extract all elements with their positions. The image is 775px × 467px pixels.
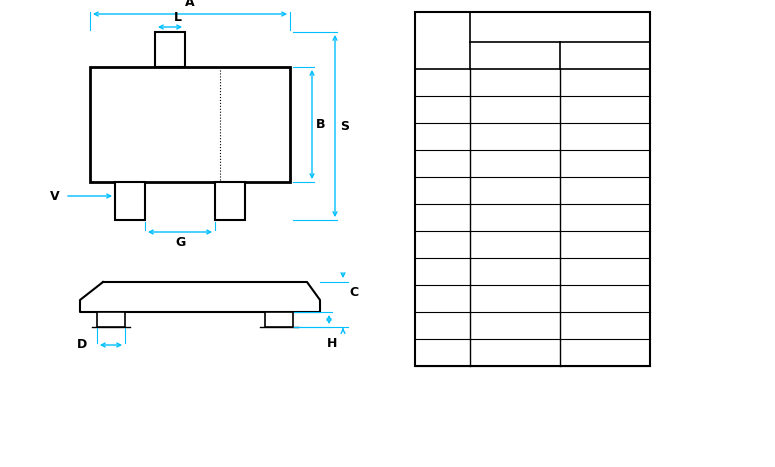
Text: 0.300: 0.300 bbox=[495, 265, 535, 278]
Text: 1.780: 1.780 bbox=[495, 184, 535, 197]
Text: 1.30: 1.30 bbox=[590, 130, 621, 143]
Text: 3.00: 3.00 bbox=[590, 319, 621, 332]
Text: 0.15: 0.15 bbox=[590, 211, 621, 224]
Text: D: D bbox=[437, 157, 448, 170]
Text: S: S bbox=[340, 120, 349, 133]
Text: 0.890: 0.890 bbox=[495, 292, 535, 305]
Text: L: L bbox=[174, 11, 182, 24]
Text: MILLIMETERS (mm): MILLIMETERS (mm) bbox=[496, 21, 624, 34]
Bar bbox=[90, 67, 290, 182]
Text: 2.04: 2.04 bbox=[590, 184, 621, 197]
Text: 0.010: 0.010 bbox=[495, 211, 535, 224]
Bar bbox=[215, 182, 245, 220]
Bar bbox=[97, 312, 125, 327]
Text: J: J bbox=[440, 238, 445, 251]
Text: V: V bbox=[438, 346, 447, 359]
Text: 1.02: 1.02 bbox=[590, 292, 621, 305]
Bar bbox=[155, 32, 185, 67]
Text: 0.085: 0.085 bbox=[495, 238, 535, 251]
Text: G: G bbox=[437, 184, 448, 197]
Text: 0.900: 0.900 bbox=[495, 130, 535, 143]
Text: A: A bbox=[438, 76, 447, 89]
Text: G: G bbox=[175, 236, 185, 249]
Text: L: L bbox=[439, 292, 446, 305]
Text: 3.00: 3.00 bbox=[590, 76, 621, 89]
Text: 2.800: 2.800 bbox=[495, 76, 535, 89]
Text: 1.70: 1.70 bbox=[590, 103, 621, 116]
Bar bbox=[265, 312, 293, 327]
Text: D: D bbox=[77, 339, 87, 352]
Text: B: B bbox=[438, 103, 447, 116]
Text: B: B bbox=[316, 118, 326, 131]
Text: MAX: MAX bbox=[589, 49, 621, 62]
Text: 0.450: 0.450 bbox=[495, 346, 535, 359]
Text: MIN: MIN bbox=[501, 49, 529, 62]
Text: K: K bbox=[438, 265, 447, 278]
Text: V: V bbox=[50, 190, 60, 203]
Text: 0.60: 0.60 bbox=[590, 346, 621, 359]
Bar bbox=[115, 182, 145, 220]
Text: H: H bbox=[327, 337, 337, 350]
Text: 1.200: 1.200 bbox=[495, 103, 535, 116]
Text: H: H bbox=[437, 211, 448, 224]
Text: S: S bbox=[438, 319, 447, 332]
Text: C: C bbox=[349, 285, 358, 298]
Bar bbox=[415, 12, 650, 366]
Text: C: C bbox=[438, 130, 447, 143]
Text: 0.350: 0.350 bbox=[495, 157, 535, 170]
Text: A: A bbox=[185, 0, 195, 9]
Text: DIM: DIM bbox=[429, 34, 456, 47]
Text: 2.100: 2.100 bbox=[495, 319, 535, 332]
Text: 0.20: 0.20 bbox=[590, 238, 621, 251]
Text: 0.65: 0.65 bbox=[590, 265, 621, 278]
Text: 0.50: 0.50 bbox=[590, 157, 621, 170]
